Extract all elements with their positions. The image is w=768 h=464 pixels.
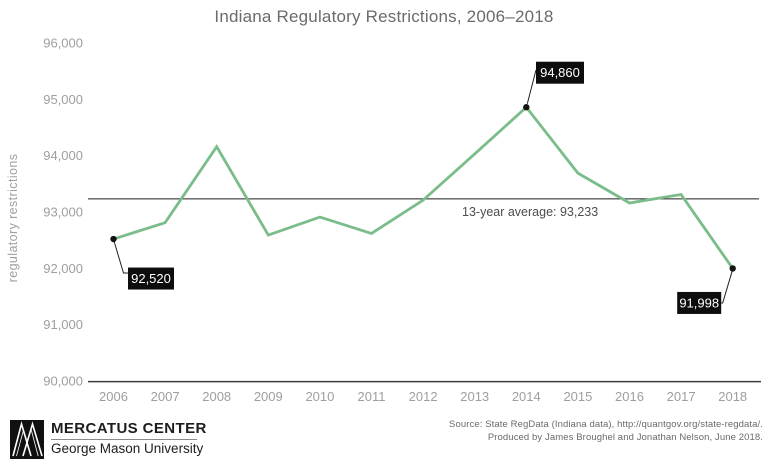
y-tick-label: 91,000 xyxy=(43,317,83,332)
logo-divider xyxy=(51,439,197,440)
x-tick-label: 2007 xyxy=(151,389,180,404)
annotation-label: 94,860 xyxy=(540,65,580,80)
source-credit: Source: State RegData (Indiana data), ht… xyxy=(449,419,763,444)
y-tick-label: 95,000 xyxy=(43,92,83,107)
annotation-label: 91,998 xyxy=(679,295,719,310)
annotation-connector xyxy=(721,270,733,304)
mercatus-logo-icon xyxy=(10,420,44,459)
annotations: 92,520 94,860 91,998 xyxy=(110,61,736,314)
x-tick-label: 2013 xyxy=(460,389,489,404)
y-tick-label: 93,000 xyxy=(43,205,83,220)
x-tick-label: 2006 xyxy=(99,389,128,404)
mercatus-logo: MERCATUS CENTER George Mason University xyxy=(10,420,207,459)
x-axis-ticks: 2006 2007 2008 2009 2010 2011 2012 2013 2014 2015… xyxy=(99,389,747,404)
annotation-connector xyxy=(113,240,128,274)
data-series-line xyxy=(113,105,734,270)
x-tick-label: 2017 xyxy=(667,389,696,404)
footer: MERCATUS CENTER George Mason University … xyxy=(0,418,768,464)
x-tick-label: 2015 xyxy=(563,389,592,404)
x-tick-label: 2010 xyxy=(305,389,334,404)
x-tick-label: 2011 xyxy=(358,389,386,404)
data-point-marker xyxy=(729,265,736,272)
x-tick-label: 2008 xyxy=(202,389,231,404)
x-tick-label: 2009 xyxy=(254,389,283,404)
x-tick-label: 2016 xyxy=(615,389,644,404)
x-tick-label: 2018 xyxy=(718,389,747,404)
data-point-marker xyxy=(110,235,117,243)
x-tick-label: 2012 xyxy=(409,389,438,404)
y-axis-title: regulatory restrictions xyxy=(6,154,20,283)
x-tick-label: 2014 xyxy=(512,389,541,404)
y-tick-label: 92,000 xyxy=(43,261,83,276)
annotation-label: 92,520 xyxy=(131,271,171,286)
data-point-marker xyxy=(523,104,530,111)
source-line-1: Source: State RegData (Indiana data), ht… xyxy=(449,419,763,430)
logo-university-name: George Mason University xyxy=(51,441,204,456)
source-line-2: Produced by James Broughel and Jonathan … xyxy=(487,431,763,443)
annotation-box xyxy=(677,291,722,314)
average-line-label: 13-year average: 93,233 xyxy=(462,205,598,219)
y-tick-label: 94,000 xyxy=(43,148,83,163)
y-tick-label: 96,000 xyxy=(43,36,83,51)
annotation-box xyxy=(128,267,174,290)
y-axis-ticks: 90,000 91,000 92,000 93,000 94,000 95,000 96,0… xyxy=(43,36,83,389)
y-tick-label: 90,000 xyxy=(43,374,83,389)
annotation-connector xyxy=(526,69,537,104)
logo-text-block: MERCATUS CENTER George Mason University xyxy=(51,420,207,456)
logo-org-name: MERCATUS CENTER xyxy=(51,420,207,437)
annotation-box xyxy=(536,61,584,84)
chart-title: Indiana Regulatory Restrictions, 2006–20… xyxy=(214,7,554,26)
